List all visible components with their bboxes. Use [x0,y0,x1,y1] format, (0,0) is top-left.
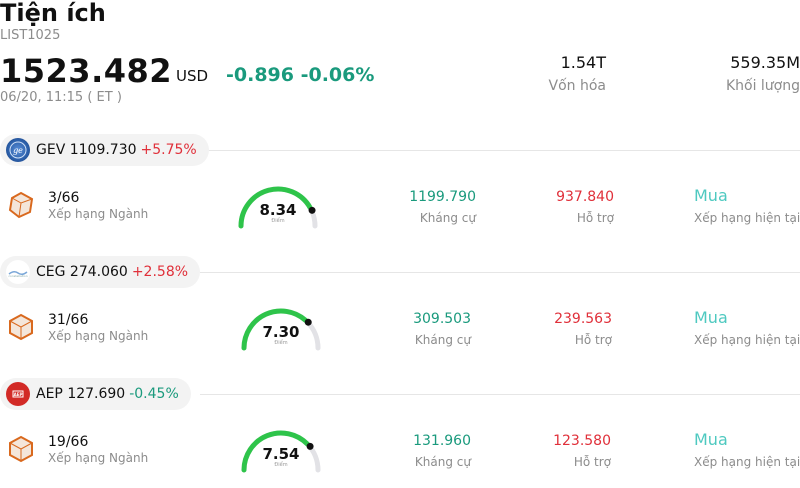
score-label: Điểm [274,340,288,346]
stock-chip-gev[interactable]: ge GEV 1109.730 +5.75% [0,134,209,166]
support-value: 123.580 [553,433,611,449]
support-block: 937.840 Hỗ trợ [556,189,614,225]
stock-chip-aep[interactable]: AEP AEP 127.690 -0.45% [0,378,191,410]
svg-text:constellation: constellation [8,274,27,278]
resistance-block: 1199.790 Kháng cự [409,189,476,225]
score-label: Điểm [274,462,288,468]
rating-label: Xếp hạng hiện tại [694,455,800,469]
stock-ticker-price: CEG 274.060 [36,264,128,280]
price-change: -0.896 -0.06% [226,64,375,86]
support-value: 239.563 [554,311,612,327]
rating-value: Mua [694,308,728,327]
industry-rank: 31/66 [48,312,89,328]
volume-stat: 559.35M Khối lượng [726,53,800,94]
index-price: 1523.482 [0,52,173,90]
score-value: 8.34 [259,201,297,219]
rating-value: Mua [694,430,728,449]
market-cap-label: Vốn hóa [548,78,606,94]
rating-block: Mua Xếp hạng hiện tại [694,186,800,225]
industry-rank-label: Xếp hạng Ngành [48,329,149,343]
stock-section-gev: ge GEV 1109.730 +5.75% 3/66 Xếp hạng Ngà… [0,134,800,256]
score-value: 7.30 [262,323,300,341]
score-gauge [241,308,321,351]
stock-change: +5.75% [140,142,197,158]
score-value: 7.54 [262,445,300,463]
support-label: Hỗ trợ [573,455,611,469]
stock-change: +2.58% [131,264,189,280]
resistance-value: 131.960 [413,433,471,449]
support-label: Hỗ trợ [576,211,614,225]
stock-chip-ceg[interactable]: constellation CEG 274.060 +2.58% [0,256,201,288]
rating-label: Xếp hạng hiện tại [694,333,800,347]
volume-label: Khối lượng [725,78,800,94]
ge-logo-icon: ge [6,138,30,162]
resistance-label: Kháng cự [419,211,476,225]
svg-text:AEP: AEP [14,392,23,397]
list-code: LIST1025 [0,28,61,43]
rating-label: Xếp hạng hiện tại [694,211,800,225]
rating-block: Mua Xếp hạng hiện tại [694,430,800,469]
score-label: Điểm [271,218,285,224]
industry-rank-hex-icon [6,190,36,220]
support-label: Hỗ trợ [574,333,612,347]
support-block: 123.580 Hỗ trợ [553,433,611,469]
aep-logo-icon: AEP [6,382,30,406]
industry-rank: 3/66 [48,190,80,206]
volume-value: 559.35M [730,53,800,72]
stock-change: -0.45% [129,386,179,402]
section-divider [200,394,800,395]
market-cap-stat: 1.54T Vốn hóa [549,53,606,94]
industry-rank-hex-icon [6,434,36,464]
resistance-label: Kháng cự [414,455,471,469]
resistance-block: 309.503 Kháng cự [413,311,471,347]
rating-value: Mua [694,186,728,205]
industry-rank: 19/66 [48,434,89,450]
resistance-value: 309.503 [413,311,471,327]
section-divider [200,150,800,151]
industry-rank-label: Xếp hạng Ngành [48,451,149,465]
constellation-logo-icon: constellation [6,260,30,284]
resistance-label: Kháng cự [414,333,471,347]
svg-text:ge: ge [13,146,23,155]
rating-block: Mua Xếp hạng hiện tại [694,308,800,347]
score-gauge [238,186,318,229]
stock-ticker-price: AEP 127.690 [36,386,126,402]
score-gauge [241,430,321,473]
support-block: 239.563 Hỗ trợ [554,311,612,347]
stock-ticker-price: GEV 1109.730 [36,142,137,158]
industry-rank-hex-icon [6,312,36,342]
currency-label: USD [176,67,209,85]
timestamp: 06/20, 11:15 ( ET ) [0,90,122,105]
support-value: 937.840 [556,189,614,205]
stock-section-aep: AEP AEP 127.690 -0.45% 19/66 Xếp hạng Ng… [0,378,800,488]
stock-section-ceg: constellation CEG 274.060 +2.58% 31/66 X… [0,256,800,378]
industry-rank-label: Xếp hạng Ngành [48,207,149,221]
resistance-value: 1199.790 [409,189,476,205]
resistance-block: 131.960 Kháng cự [413,433,471,469]
section-divider [200,272,800,273]
page-title: Tiện ích [0,0,106,27]
market-cap-value: 1.54T [560,53,606,72]
